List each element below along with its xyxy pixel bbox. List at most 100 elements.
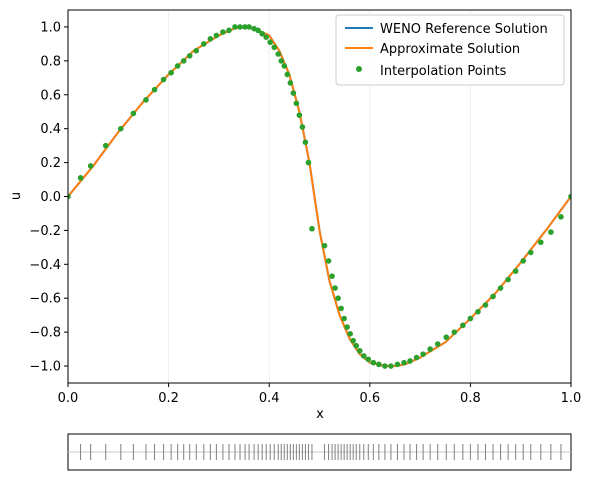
interpolation-point [207, 36, 214, 42]
interpolation-point [130, 110, 137, 117]
interpolation-point [332, 285, 338, 291]
interpolation-point [538, 239, 544, 246]
interpolation-point [232, 24, 238, 30]
y-tick-label: −0.6 [29, 292, 61, 307]
y-tick-label: 0.8 [40, 54, 61, 69]
interpolation-point [548, 229, 554, 235]
interpolation-point [344, 324, 350, 330]
interpolation-point [293, 100, 300, 107]
interpolation-point [275, 51, 282, 57]
x-axis-ticks: 0.0 0.2 0.4 0.6 0.8 1.0 [58, 383, 581, 406]
interpolation-point [443, 334, 450, 341]
legend: WENO Reference Solution Approximate Solu… [335, 14, 565, 86]
y-axis-label: u [9, 192, 24, 200]
interpolation-point [482, 302, 489, 308]
interpolation-point [305, 159, 312, 166]
x-tick-label: 0.2 [158, 391, 179, 406]
interpolation-point [237, 24, 243, 30]
interpolation-point [335, 295, 341, 302]
interpolation-point [299, 124, 306, 130]
interpolation-point [87, 163, 94, 169]
interpolation-point [296, 112, 303, 118]
interpolation-rug-panel [67, 433, 572, 471]
interpolation-point [512, 268, 519, 274]
interpolation-point [347, 331, 353, 337]
interpolation-point [505, 276, 511, 283]
interpolation-point [520, 258, 527, 264]
interpolation-point [475, 308, 481, 315]
y-tick-label: −0.8 [29, 326, 61, 341]
interpolation-point [365, 356, 372, 363]
interpolation-point [451, 329, 458, 335]
interpolation-point [460, 322, 466, 329]
interpolation-point [255, 27, 261, 34]
interpolation-point [413, 354, 420, 361]
y-tick-label: 0.6 [40, 88, 61, 103]
interpolation-point [302, 139, 309, 146]
x-tick-label: 0.0 [58, 391, 79, 406]
interpolation-point [102, 142, 109, 149]
interpolation-point [341, 315, 347, 322]
interpolation-point [401, 359, 407, 366]
interpolation-point [370, 359, 377, 366]
interpolation-point [287, 80, 294, 86]
x-axis-label: x [316, 407, 324, 422]
interpolation-point [360, 353, 367, 359]
interpolation-point [174, 63, 181, 69]
interpolation-point [193, 47, 200, 54]
y-tick-label: −0.2 [29, 224, 61, 239]
interpolation-point [267, 39, 274, 46]
x-tick-label: 0.8 [460, 391, 481, 406]
legend-swatch-interpolation [356, 66, 362, 72]
legend-box [335, 14, 565, 86]
interpolation-point [180, 58, 187, 64]
interpolation-point [186, 52, 193, 59]
legend-label-interpolation: Interpolation Points [380, 64, 507, 79]
interpolation-point [259, 30, 265, 37]
interpolation-point [329, 273, 335, 279]
y-tick-label: 0.0 [40, 190, 61, 205]
interpolation-point [338, 305, 344, 312]
rug-marks [80, 444, 562, 460]
plot-area [68, 24, 571, 369]
legend-label-approximate: Approximate Solution [380, 42, 520, 57]
interpolation-point [497, 285, 504, 291]
interpolation-point [558, 214, 564, 220]
interpolation-point [407, 358, 413, 364]
interpolation-point [284, 71, 291, 78]
y-tick-label: 0.4 [40, 122, 61, 137]
interpolation-point [168, 69, 174, 76]
interpolation-point [434, 341, 441, 347]
interpolation-point [290, 90, 297, 96]
interpolation-point [325, 258, 332, 264]
y-tick-label: 1.0 [40, 20, 61, 35]
interpolation-point [143, 97, 149, 103]
x-tick-label: 0.4 [259, 391, 280, 406]
interpolation-point [321, 242, 328, 249]
interpolation-point [271, 44, 278, 51]
interpolation-point [246, 24, 252, 30]
interpolation-point [151, 86, 158, 93]
interpolation-point [490, 293, 496, 300]
interpolation-point [160, 76, 167, 83]
interpolation-point [68, 193, 71, 200]
interpolation-point [353, 342, 360, 349]
interpolation-point [309, 225, 315, 232]
interpolation-point [376, 361, 382, 368]
interpolation-point [226, 27, 232, 34]
interpolation-point [467, 315, 474, 322]
y-tick-label: −0.4 [29, 258, 61, 273]
interpolation-point [356, 347, 363, 354]
interpolation-point [394, 361, 401, 368]
interpolation-point [220, 29, 226, 35]
interpolation-point [118, 125, 124, 132]
interpolation-point [201, 41, 207, 47]
y-tick-label: −1.0 [29, 360, 61, 375]
interpolation-point [278, 58, 285, 64]
interpolation-point [242, 24, 248, 30]
interpolation-point [263, 34, 269, 40]
interpolation-point [77, 175, 84, 181]
y-axis-ticks: −1.0 −0.8 −0.6 −0.4 −0.2 0.0 0.2 0.4 0.6 0.8 1.0 [29, 20, 68, 375]
x-tick-label: 0.6 [359, 391, 380, 406]
